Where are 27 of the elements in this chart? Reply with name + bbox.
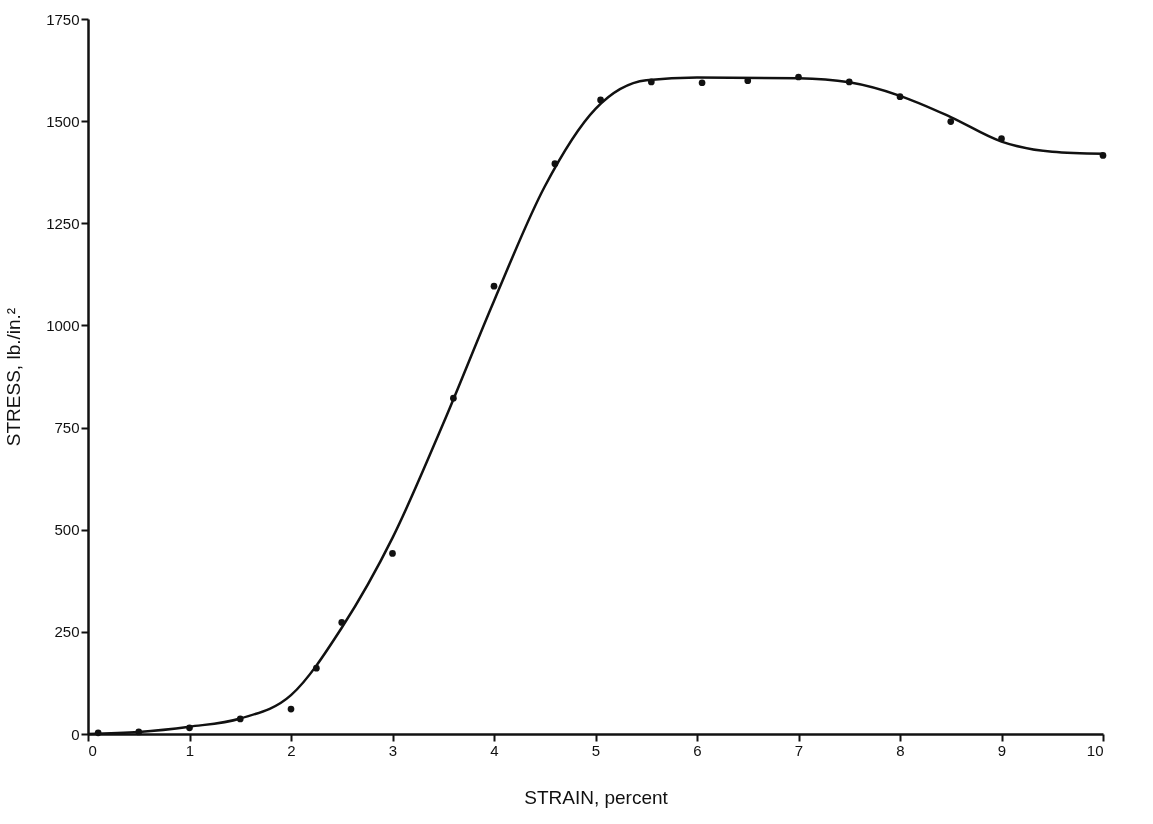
x-tick-label: 1: [185, 741, 195, 759]
point: [490, 282, 498, 290]
y-tick-label: 1000: [46, 316, 80, 334]
x-tick-label: 6: [693, 741, 702, 759]
x-tick-label: 10: [1086, 741, 1104, 759]
x-tick-label: 5: [591, 741, 601, 759]
x-tick-label: 9: [997, 741, 1007, 759]
y-axis-title: STRESS, lb./in.²: [3, 307, 25, 447]
x-tick-label: 4: [490, 741, 499, 759]
y-tick-label: 1500: [46, 112, 80, 130]
x-tick-label: 7: [794, 741, 804, 759]
x-tick-label: 8: [896, 741, 905, 759]
y-tick-label: 1750: [46, 10, 80, 28]
y-tick-label: 250: [54, 623, 80, 641]
y-tick-label: 0: [71, 725, 80, 743]
y-tick-label: 1250: [46, 214, 80, 232]
point: [287, 705, 295, 713]
x-axis-title: STRAIN, percent: [524, 786, 669, 808]
x-tick-label: 3: [388, 741, 398, 759]
point: [389, 550, 396, 557]
point: [698, 79, 706, 87]
point: [947, 118, 955, 125]
x-tick-label: 2: [287, 741, 296, 759]
y-tick-label: 750: [54, 419, 80, 437]
x-tick-label: 0: [88, 741, 97, 759]
y-tick-label: 500: [54, 521, 80, 539]
point: [1099, 152, 1107, 159]
